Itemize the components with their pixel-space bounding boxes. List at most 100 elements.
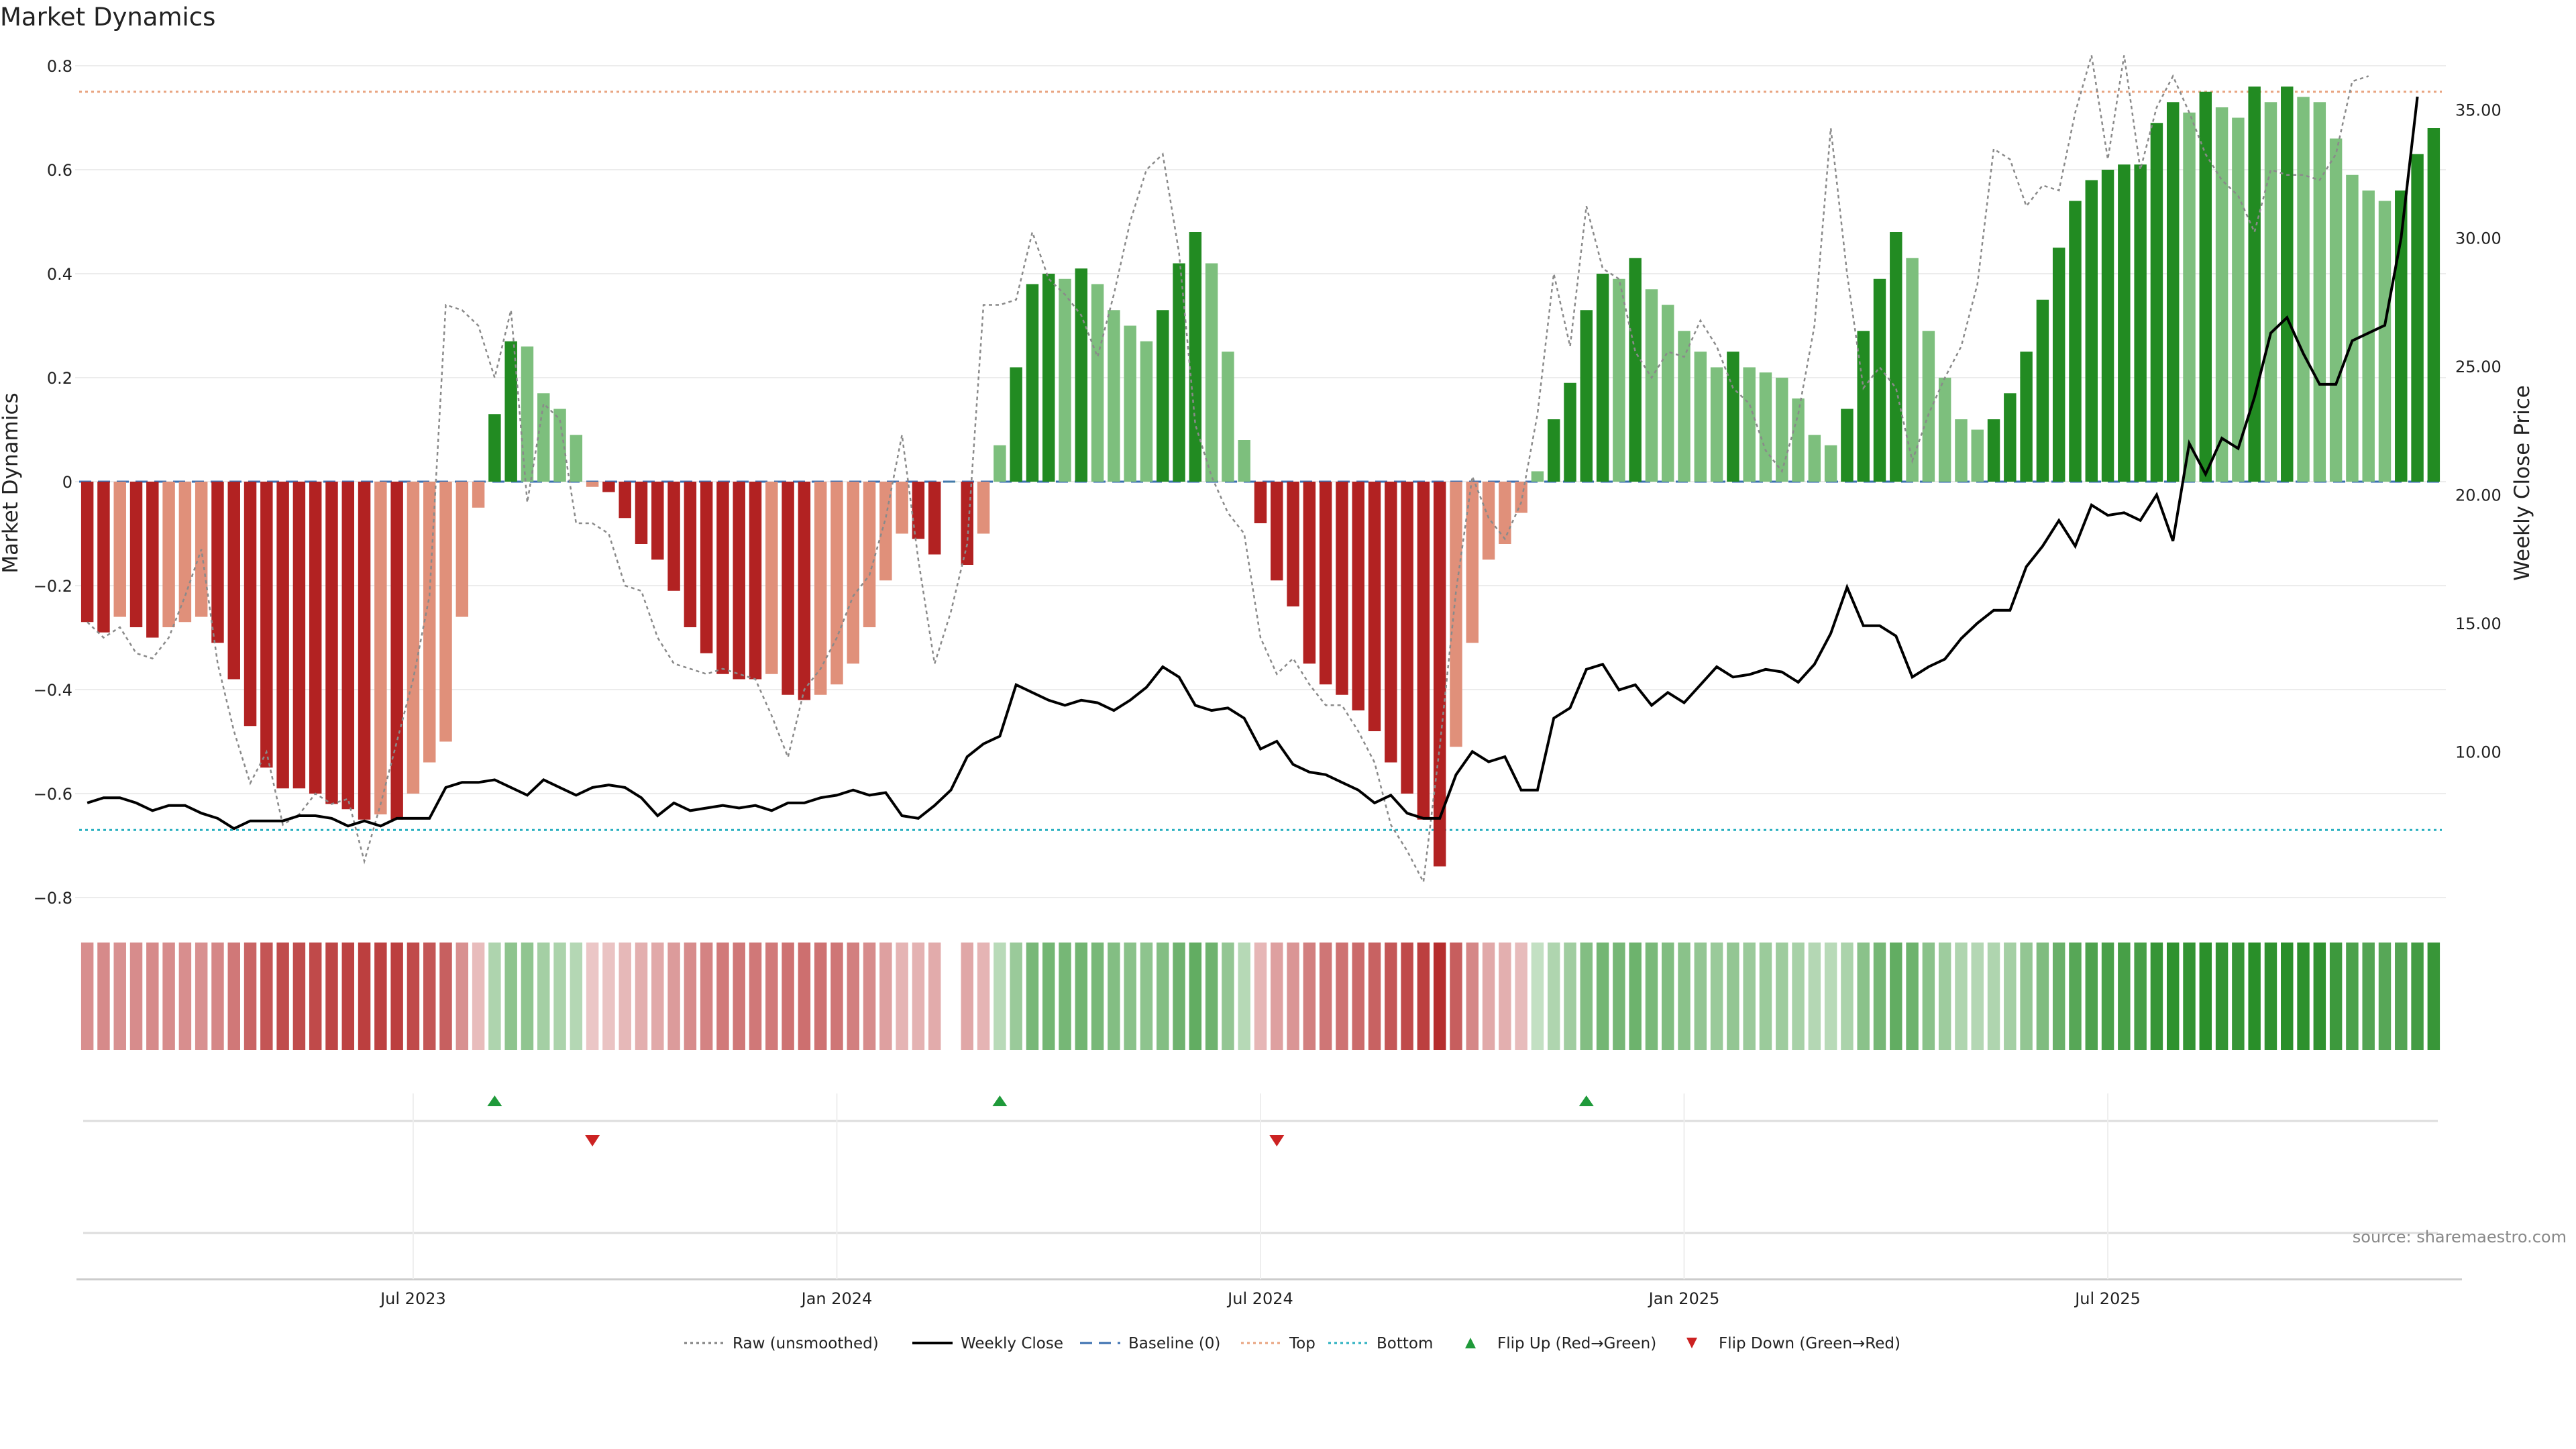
heat-cell bbox=[2134, 943, 2147, 1050]
bar bbox=[1385, 482, 1397, 763]
bar bbox=[1808, 435, 1821, 482]
heat-cell bbox=[1010, 943, 1022, 1050]
bar bbox=[292, 482, 306, 789]
heat-cell bbox=[749, 943, 762, 1050]
legend-label: Baseline (0) bbox=[1128, 1335, 1220, 1352]
bar bbox=[1824, 445, 1837, 482]
heat-cell bbox=[2183, 943, 2196, 1050]
legend: Raw (unsmoothed) Weekly Close Baseline (0)… bbox=[684, 1335, 1900, 1352]
heat-cell bbox=[1368, 943, 1381, 1050]
bar bbox=[1205, 263, 1218, 482]
legend-label: Bottom bbox=[1377, 1335, 1433, 1352]
bar bbox=[879, 482, 892, 581]
heat-cell bbox=[2020, 943, 2033, 1050]
heat-cell bbox=[896, 943, 908, 1050]
bar bbox=[570, 435, 583, 482]
bar bbox=[977, 482, 990, 534]
bar bbox=[504, 341, 517, 482]
heat-cell bbox=[113, 943, 126, 1050]
bar bbox=[1352, 482, 1364, 710]
bar bbox=[129, 482, 143, 627]
bar bbox=[2118, 164, 2131, 482]
heat-cell bbox=[2329, 943, 2343, 1050]
heat-cell bbox=[2150, 943, 2163, 1050]
heat-cell bbox=[1466, 943, 1479, 1050]
heat-cell bbox=[146, 943, 159, 1050]
bar bbox=[1987, 419, 2000, 482]
heat-cell bbox=[1547, 943, 1560, 1050]
heat-cell bbox=[1499, 943, 1511, 1050]
heat-cell bbox=[1890, 943, 1902, 1050]
heat-cell bbox=[2362, 943, 2375, 1050]
heat-cell bbox=[1075, 943, 1088, 1050]
heat-cell bbox=[1776, 943, 1788, 1050]
heat-cell bbox=[1857, 943, 1870, 1050]
y2-axis-label: Weekly Close Price bbox=[2510, 385, 2534, 581]
bar bbox=[488, 414, 501, 482]
heat-cell bbox=[1694, 943, 1707, 1050]
heat-cell bbox=[553, 943, 566, 1050]
bar bbox=[211, 482, 224, 643]
heat-cell bbox=[1824, 943, 1837, 1050]
bar bbox=[1368, 482, 1381, 731]
heat-cell bbox=[309, 943, 322, 1050]
y2-tick-label: 10.00 bbox=[2455, 743, 2502, 761]
source-note: source: sharemaestro.com bbox=[2353, 1228, 2567, 1246]
bar bbox=[1010, 367, 1022, 482]
y-tick-label: −0.6 bbox=[34, 785, 72, 804]
bar bbox=[1596, 274, 1609, 482]
bar bbox=[2052, 248, 2065, 482]
bar bbox=[2101, 170, 2114, 482]
heat-cell bbox=[1938, 943, 1951, 1050]
heat-cell bbox=[97, 943, 110, 1050]
x-axis: Jul 2023 Jan 2024 Jul 2024 Jan 2025 Jul 2025 bbox=[76, 1093, 2462, 1308]
heat-cell bbox=[358, 943, 371, 1050]
heat-cell bbox=[2427, 943, 2440, 1050]
heat-cell bbox=[619, 943, 631, 1050]
legend-item: Baseline (0) bbox=[1080, 1335, 1220, 1352]
bar bbox=[1743, 367, 1756, 482]
bars-group bbox=[80, 87, 2440, 867]
heat-cell bbox=[1759, 943, 1772, 1050]
bar bbox=[635, 482, 648, 544]
bar bbox=[2395, 191, 2408, 482]
bar bbox=[537, 393, 550, 482]
heat-cell bbox=[700, 943, 713, 1050]
bar bbox=[1433, 482, 1446, 867]
heat-cell bbox=[2036, 943, 2049, 1050]
heat-cell bbox=[1091, 943, 1104, 1050]
bar bbox=[1645, 289, 1658, 482]
heat-cell bbox=[1319, 943, 1332, 1050]
heat-cell bbox=[1662, 943, 1674, 1050]
heat-cell bbox=[782, 943, 794, 1050]
x-tick-label: Jul 2025 bbox=[2074, 1289, 2141, 1308]
legend-swatch-up bbox=[1465, 1338, 1476, 1348]
heat-cell bbox=[586, 943, 599, 1050]
bar bbox=[2085, 180, 2098, 482]
heat-cell bbox=[1433, 943, 1446, 1050]
heat-cell bbox=[651, 943, 664, 1050]
y-ticks: 0.8 0.6 0.4 0.2 0 −0.2 −0.4 −0.6 −0.8 bbox=[34, 57, 72, 908]
bar bbox=[227, 482, 240, 680]
bar bbox=[847, 482, 859, 664]
flip-up-marker bbox=[1578, 1095, 1594, 1106]
heat-cell bbox=[798, 943, 811, 1050]
heat-cell bbox=[1352, 943, 1364, 1050]
x-tick-label: Jul 2023 bbox=[379, 1289, 446, 1308]
bar bbox=[1499, 482, 1511, 544]
heat-cell bbox=[390, 943, 403, 1050]
bar bbox=[1792, 398, 1805, 482]
heat-cell bbox=[325, 943, 338, 1050]
bar bbox=[276, 482, 289, 789]
bar bbox=[472, 482, 485, 508]
heat-cell bbox=[488, 943, 501, 1050]
bar bbox=[1140, 341, 1153, 482]
heat-cell bbox=[2395, 943, 2408, 1050]
heat-cell bbox=[162, 943, 175, 1050]
heat-cell bbox=[276, 943, 289, 1050]
bar bbox=[374, 482, 387, 814]
heat-cell bbox=[374, 943, 387, 1050]
bar bbox=[1157, 310, 1169, 482]
bar bbox=[1042, 274, 1055, 482]
legend-item: Weekly Close bbox=[912, 1335, 1063, 1352]
